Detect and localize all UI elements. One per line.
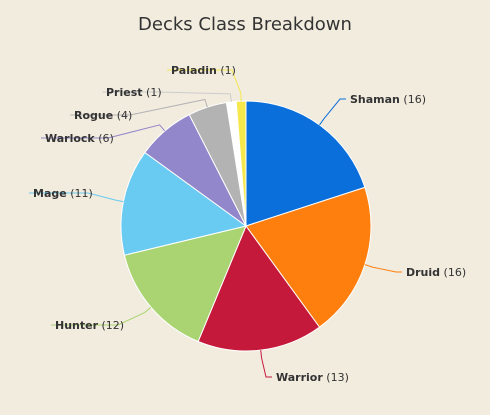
- pie-slice-hunter[interactable]: [123, 225, 247, 343]
- chart-title: Decks Class Breakdown: [138, 14, 352, 35]
- pie-slice-druid[interactable]: [245, 186, 372, 328]
- slice-label-shaman: Shaman (16): [350, 93, 426, 106]
- connector-warrior: [260, 350, 272, 378]
- connector-priest: [102, 91, 232, 102]
- slice-label-hunter: Hunter (12): [55, 319, 124, 332]
- slice-label-warlock: Warlock (6): [45, 132, 114, 145]
- connector-hunter: [51, 306, 152, 326]
- connector-mage: [29, 192, 124, 203]
- slice-label-rogue: Rogue (4): [74, 109, 132, 122]
- slice-label-priest: Priest (1): [106, 86, 162, 99]
- pie-slices: [120, 100, 372, 352]
- label-connectors: [29, 69, 402, 378]
- slice-label-warrior: Warrior (13): [276, 371, 349, 384]
- connector-shaman: [319, 98, 346, 126]
- connector-druid: [364, 264, 402, 273]
- slice-label-paladin: Paladin (1): [171, 64, 236, 77]
- connector-warlock: [41, 124, 166, 139]
- connector-rogue: [70, 98, 208, 116]
- slice-labels: Shaman (16) Druid (16) Warrior (13) Hunter …: [33, 64, 466, 384]
- connector-paladin: [167, 69, 242, 102]
- slice-label-mage: Mage (11): [33, 187, 93, 200]
- slice-label-druid: Druid (16): [406, 266, 466, 279]
- pie-slice-mage[interactable]: [120, 151, 248, 256]
- pie-slice-shaman[interactable]: [245, 100, 366, 227]
